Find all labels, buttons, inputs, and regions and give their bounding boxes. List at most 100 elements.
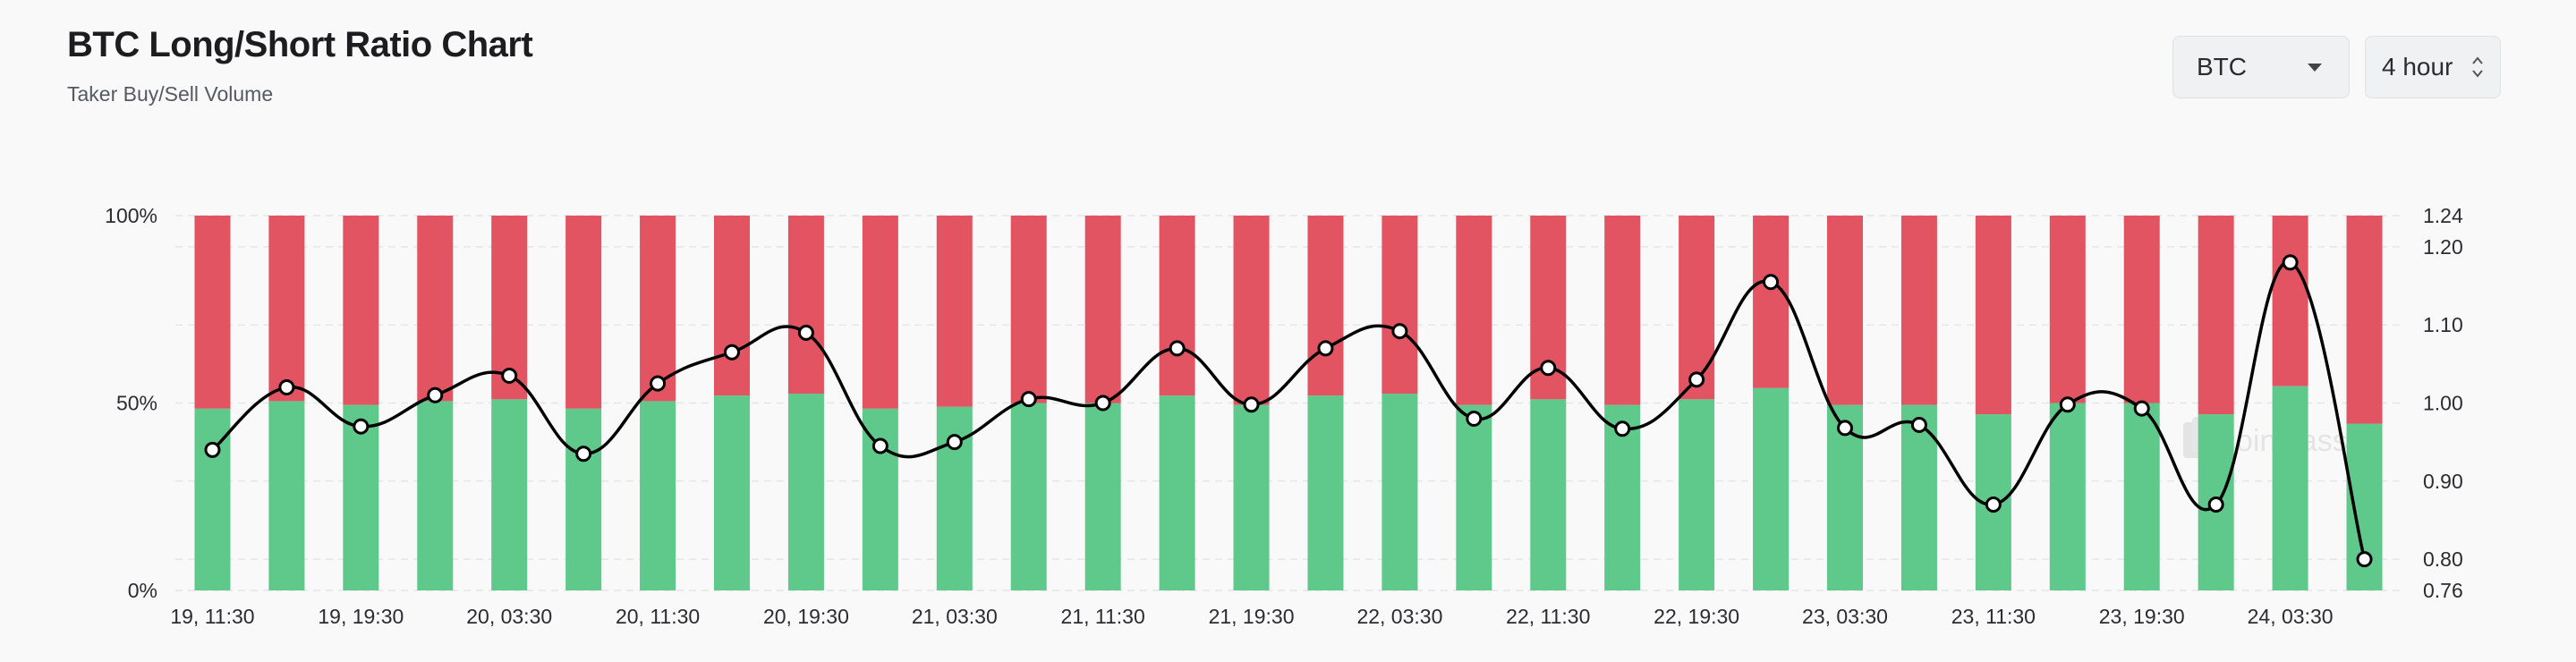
ratio-line-layer bbox=[204, 254, 2373, 568]
right-axis-tick-label: 0.90 bbox=[2423, 470, 2463, 493]
ratio-point bbox=[1094, 395, 1111, 412]
long-bar bbox=[787, 394, 824, 590]
long-bar bbox=[491, 399, 528, 590]
ratio-point bbox=[2059, 396, 2076, 413]
long-bar bbox=[862, 408, 898, 590]
ratio-point bbox=[1169, 340, 1186, 357]
long-bar bbox=[1382, 394, 1418, 590]
left-axis-tick-label: 50% bbox=[116, 392, 157, 415]
short-bar bbox=[1159, 216, 1195, 396]
long-bar bbox=[1010, 403, 1047, 590]
short-bar bbox=[936, 216, 973, 407]
x-axis-tick-label: 21, 11:30 bbox=[1061, 605, 1145, 628]
long-bar bbox=[1679, 399, 1715, 590]
short-bar bbox=[1753, 216, 1790, 388]
ratio-point bbox=[1540, 360, 1557, 377]
grid-layer bbox=[175, 215, 2402, 591]
ratio-point bbox=[650, 375, 667, 392]
long-bar bbox=[565, 408, 602, 590]
x-axis-tick-label: 22, 03:30 bbox=[1356, 605, 1442, 628]
ratio-point bbox=[871, 437, 888, 454]
ratio-point bbox=[1763, 274, 1780, 291]
long-bar bbox=[1753, 387, 1790, 590]
chevron-down-icon bbox=[2308, 64, 2322, 72]
ratio-point bbox=[797, 324, 814, 341]
ratio-point bbox=[1466, 410, 1483, 427]
axis-layer: 0% 50% 100% 0.76 0.80 0.90 1.00 1.10 1.20 1.24 19,… bbox=[105, 204, 2463, 628]
short-bar bbox=[714, 216, 750, 396]
up-down-chevron-icon bbox=[2472, 56, 2483, 78]
watermark-logo-icon bbox=[2183, 422, 2203, 458]
x-axis-tick-label: 22, 19:30 bbox=[1654, 605, 1739, 628]
x-axis-tick-label: 20, 11:30 bbox=[616, 605, 700, 628]
x-axis-tick-label: 20, 03:30 bbox=[466, 605, 552, 628]
short-bar bbox=[1010, 216, 1047, 403]
x-axis-tick-label: 24, 03:30 bbox=[2248, 605, 2334, 628]
short-bar bbox=[640, 216, 676, 402]
x-axis-tick-label: 21, 03:30 bbox=[912, 605, 998, 628]
short-bar bbox=[268, 216, 305, 402]
short-bar bbox=[1233, 216, 1270, 405]
ratio-point bbox=[2133, 400, 2150, 417]
long-bar bbox=[343, 404, 379, 590]
right-axis-tick-label: 0.76 bbox=[2423, 579, 2463, 602]
short-bar bbox=[1975, 216, 2011, 415]
left-axis-tick-label: 0% bbox=[128, 579, 157, 602]
ratio-point bbox=[1020, 391, 1037, 408]
long-bar bbox=[1530, 399, 1567, 590]
short-bar bbox=[2346, 216, 2383, 424]
ratio-point bbox=[2282, 254, 2299, 271]
ratio-point bbox=[1688, 371, 1705, 388]
long-bar bbox=[2049, 403, 2086, 590]
ratio-point bbox=[946, 434, 963, 451]
x-axis-tick-label: 23, 03:30 bbox=[1802, 605, 1888, 628]
short-bar bbox=[2049, 216, 2086, 403]
bars-layer bbox=[194, 216, 2383, 590]
symbol-select[interactable]: BTC bbox=[2172, 36, 2350, 98]
ratio-point bbox=[1910, 416, 1927, 433]
long-bar bbox=[1307, 395, 1344, 590]
short-bar bbox=[1084, 216, 1121, 403]
ratio-point bbox=[1243, 396, 1260, 413]
right-axis-tick-label: 1.10 bbox=[2423, 313, 2463, 336]
ratio-point bbox=[1614, 420, 1631, 437]
short-bar bbox=[343, 216, 379, 405]
ratio-point bbox=[501, 367, 518, 384]
x-axis-tick-label: 23, 11:30 bbox=[1951, 605, 2036, 628]
long-bar bbox=[1084, 403, 1121, 590]
long-bar bbox=[640, 401, 676, 590]
page-title: BTC Long/Short Ratio Chart bbox=[67, 25, 533, 64]
interval-select[interactable]: 4 hour bbox=[2365, 36, 2501, 98]
right-axis-tick-label: 1.20 bbox=[2423, 235, 2463, 259]
left-axis-tick-label: 100% bbox=[105, 204, 157, 227]
x-axis-tick-label: 19, 11:30 bbox=[170, 605, 254, 628]
ratio-point bbox=[1317, 340, 1334, 357]
short-bar bbox=[194, 216, 231, 409]
x-axis-tick-label: 19, 19:30 bbox=[318, 605, 404, 628]
interval-select-value: 4 hour bbox=[2382, 53, 2453, 81]
long-bar bbox=[417, 401, 454, 590]
short-bar bbox=[2272, 216, 2308, 386]
right-axis-tick-label: 0.80 bbox=[2423, 547, 2463, 571]
long-bar bbox=[268, 401, 305, 590]
ratio-point bbox=[1391, 323, 1408, 340]
long-bar bbox=[2123, 403, 2160, 590]
ratio-point bbox=[1837, 420, 1853, 437]
symbol-select-value: BTC bbox=[2197, 53, 2247, 81]
short-bar bbox=[1604, 216, 1641, 405]
ratio-line bbox=[211, 260, 2367, 560]
short-bar bbox=[565, 216, 602, 409]
short-bar bbox=[1900, 216, 1937, 405]
ratio-point bbox=[353, 418, 370, 435]
ratio-point bbox=[1985, 496, 2002, 513]
ratio-point bbox=[2356, 551, 2373, 568]
ratio-point bbox=[204, 441, 221, 458]
ratio-point bbox=[278, 379, 295, 396]
long-bar bbox=[714, 395, 750, 590]
short-bar bbox=[862, 216, 898, 409]
long-bar bbox=[1456, 404, 1492, 590]
page-subtitle: Taker Buy/Sell Volume bbox=[67, 82, 274, 106]
ratio-point bbox=[575, 446, 592, 463]
ratio-point bbox=[427, 386, 444, 403]
